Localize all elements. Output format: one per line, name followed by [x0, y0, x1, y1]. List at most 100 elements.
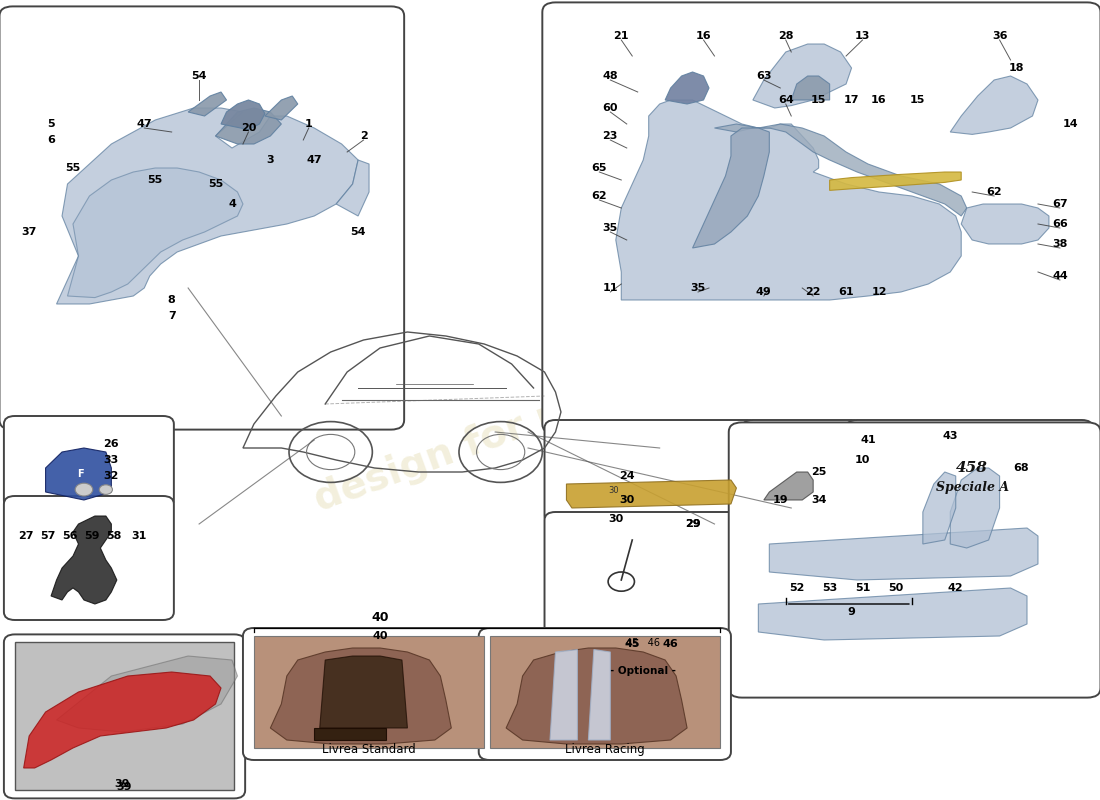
Text: Speciale A: Speciale A	[936, 482, 1009, 494]
Text: 55: 55	[147, 175, 163, 185]
Polygon shape	[566, 480, 736, 508]
Text: 29: 29	[684, 519, 701, 529]
Polygon shape	[715, 124, 967, 216]
Text: design for parts image: design for parts image	[309, 313, 791, 519]
FancyBboxPatch shape	[4, 496, 174, 620]
Text: 35: 35	[603, 223, 618, 233]
Text: 41: 41	[860, 435, 876, 445]
Polygon shape	[45, 448, 111, 500]
Polygon shape	[337, 160, 370, 216]
FancyBboxPatch shape	[478, 628, 730, 760]
Text: 25: 25	[811, 467, 826, 477]
Text: 51: 51	[855, 583, 870, 593]
Polygon shape	[763, 472, 813, 500]
Text: 39: 39	[114, 779, 130, 789]
Polygon shape	[791, 76, 829, 100]
Text: 458: 458	[956, 461, 988, 475]
Polygon shape	[961, 204, 1049, 244]
Text: 63: 63	[756, 71, 771, 81]
FancyBboxPatch shape	[243, 628, 495, 760]
Bar	[490, 636, 720, 748]
Text: 8: 8	[168, 295, 176, 305]
Text: 40: 40	[372, 631, 388, 641]
Text: 27: 27	[18, 531, 34, 541]
Text: 30: 30	[619, 495, 635, 505]
Polygon shape	[666, 72, 710, 104]
Text: 22: 22	[805, 287, 821, 297]
Polygon shape	[758, 588, 1027, 640]
Text: 24: 24	[619, 471, 635, 481]
Text: 59: 59	[84, 531, 99, 541]
Polygon shape	[188, 92, 227, 116]
FancyBboxPatch shape	[544, 512, 741, 684]
Polygon shape	[320, 656, 407, 728]
Text: 33: 33	[103, 455, 119, 465]
Polygon shape	[315, 728, 385, 740]
Text: 36: 36	[992, 31, 1008, 41]
Text: 45   46: 45 46	[626, 638, 660, 648]
Polygon shape	[693, 128, 769, 248]
Text: 68: 68	[1014, 463, 1030, 473]
Text: 67: 67	[1052, 199, 1068, 209]
Text: 47: 47	[307, 155, 322, 165]
Bar	[15, 642, 234, 790]
Text: 38: 38	[1053, 239, 1068, 249]
Text: 17: 17	[844, 95, 859, 105]
Polygon shape	[588, 650, 610, 740]
Text: 49: 49	[756, 287, 772, 297]
Polygon shape	[752, 44, 851, 108]
Polygon shape	[56, 108, 359, 304]
Text: 55: 55	[65, 163, 80, 173]
Text: 58: 58	[106, 531, 121, 541]
Text: 29: 29	[684, 519, 701, 529]
Text: 50: 50	[888, 583, 903, 593]
Text: 15: 15	[910, 95, 925, 105]
Text: 11: 11	[603, 283, 618, 293]
Text: F: F	[77, 469, 84, 478]
Text: 28: 28	[778, 31, 793, 41]
Text: 4: 4	[228, 199, 235, 209]
FancyBboxPatch shape	[741, 420, 862, 524]
Text: 40: 40	[372, 611, 388, 624]
Text: 39: 39	[117, 782, 132, 792]
Text: 16: 16	[871, 95, 887, 105]
Text: 26: 26	[103, 439, 119, 449]
Polygon shape	[216, 108, 282, 144]
Text: 57: 57	[40, 531, 55, 541]
Text: 45: 45	[625, 639, 640, 649]
Polygon shape	[950, 76, 1038, 134]
Text: 6: 6	[47, 135, 55, 145]
Polygon shape	[23, 672, 221, 768]
FancyBboxPatch shape	[728, 422, 1100, 698]
Polygon shape	[271, 648, 451, 744]
Text: 43: 43	[943, 431, 958, 441]
Polygon shape	[829, 172, 961, 190]
Text: 37: 37	[21, 227, 36, 237]
FancyBboxPatch shape	[4, 634, 245, 798]
FancyBboxPatch shape	[846, 420, 1092, 524]
Text: 48: 48	[603, 71, 618, 81]
Text: 32: 32	[103, 471, 119, 481]
Circle shape	[75, 483, 92, 496]
Text: 47: 47	[136, 119, 152, 129]
Text: 12: 12	[871, 287, 887, 297]
Text: 30: 30	[608, 514, 624, 525]
Text: 2: 2	[360, 131, 367, 141]
Text: 15: 15	[811, 95, 826, 105]
Text: 23: 23	[603, 131, 618, 141]
Text: Livrea Racing: Livrea Racing	[565, 743, 645, 756]
Text: 35: 35	[691, 283, 706, 293]
Circle shape	[99, 485, 112, 494]
Text: 65: 65	[592, 163, 607, 173]
Text: 62: 62	[987, 187, 1002, 197]
Text: 34: 34	[811, 495, 826, 505]
Text: 30: 30	[608, 486, 619, 495]
Text: 56: 56	[62, 531, 77, 541]
Text: 44: 44	[1052, 271, 1068, 281]
Text: 10: 10	[855, 455, 870, 465]
Text: 18: 18	[1009, 63, 1024, 73]
Text: 66: 66	[1052, 219, 1068, 229]
Text: 62: 62	[592, 191, 607, 201]
Polygon shape	[769, 528, 1038, 580]
Text: Livrea Standard: Livrea Standard	[322, 743, 416, 756]
